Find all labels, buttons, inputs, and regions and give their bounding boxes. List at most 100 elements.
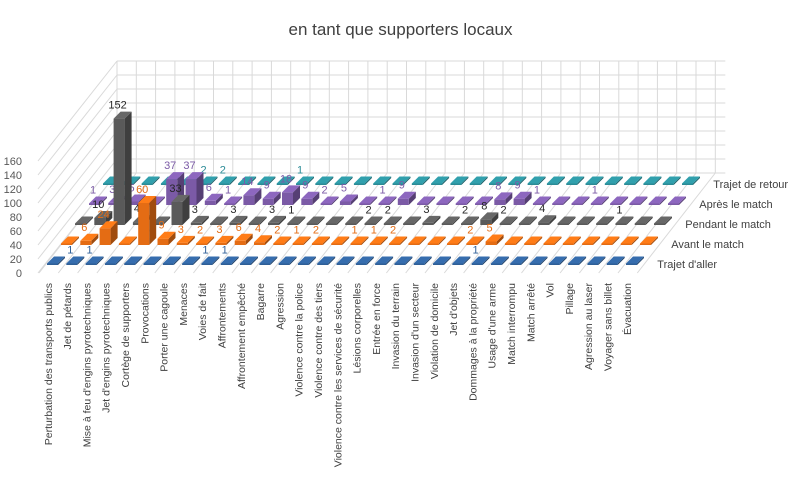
gridline-side (37, 144, 118, 246)
bar-front (336, 263, 348, 265)
bar-top (466, 236, 485, 244)
bar-top (568, 256, 587, 264)
bar-front (278, 263, 290, 265)
bar (215, 235, 234, 245)
bar-front (604, 183, 616, 185)
bar (104, 256, 123, 265)
bar-top (353, 176, 372, 184)
bar (75, 216, 93, 225)
bar-side (303, 236, 311, 245)
category-label: Jet de pétards (62, 283, 74, 350)
bar-front (99, 228, 111, 245)
category-label: Menaces (178, 283, 190, 326)
bar-side (251, 256, 258, 265)
bar-top (403, 216, 422, 224)
bar-front (143, 263, 155, 265)
bar (301, 191, 320, 205)
series-label: Trajet de retour (713, 179, 788, 191)
bar-side (124, 111, 132, 225)
bar-top (590, 196, 609, 204)
bar (485, 234, 504, 245)
bar (513, 191, 532, 205)
bar-side (458, 236, 465, 245)
bar (287, 216, 306, 225)
bar-side (521, 256, 529, 265)
bar-front (557, 223, 569, 225)
data-label: 24 (97, 209, 109, 221)
bar-front (94, 218, 106, 225)
bar-side (331, 196, 339, 205)
bar-top (336, 256, 355, 264)
bar-top (392, 176, 411, 184)
data-label: 4 (255, 223, 261, 235)
bar-top (408, 236, 427, 244)
bar-side (356, 216, 364, 225)
bar-front (124, 263, 136, 265)
data-label: 3 (230, 204, 236, 216)
bar (571, 196, 590, 205)
gridline-floor (636, 172, 716, 274)
data-label: 3 (109, 184, 115, 196)
bar (268, 215, 286, 225)
bar (394, 256, 413, 265)
bar-front (364, 223, 376, 225)
bar-side (96, 256, 104, 265)
bar-front (389, 243, 401, 245)
bar-side (433, 215, 441, 225)
bar-front (562, 243, 574, 245)
bar-top (441, 216, 460, 224)
bar (383, 216, 402, 225)
bar-front (157, 238, 169, 245)
bar (562, 236, 581, 245)
bar-side (154, 256, 162, 265)
bar-front (85, 263, 97, 265)
bar (185, 172, 204, 205)
bar (339, 194, 358, 205)
bar (201, 256, 220, 265)
bar-front (538, 222, 550, 225)
bar-front (682, 183, 693, 185)
bar-front (615, 223, 627, 225)
bar-side (212, 256, 220, 265)
bar-side (149, 196, 157, 245)
bar-side (422, 176, 430, 185)
category-label: Invasion d'un secteur (409, 283, 421, 382)
bar (61, 236, 79, 245)
bar-front (268, 222, 279, 225)
bar (378, 196, 397, 205)
bar (124, 256, 143, 265)
category-label: Lésions corporelles (352, 283, 364, 373)
bar-side (259, 216, 267, 225)
bar-side (403, 176, 411, 185)
bar-side (293, 185, 300, 205)
data-label: 1 (592, 185, 598, 197)
data-label: 1 (297, 165, 303, 177)
bar-top (287, 216, 306, 224)
bar-side (617, 256, 625, 265)
bar-front (353, 183, 365, 185)
bar-front (571, 203, 583, 205)
bar-top (543, 236, 562, 244)
bar-top (640, 236, 658, 244)
bar (224, 196, 243, 205)
bar-side (394, 216, 402, 225)
bar-front (355, 263, 367, 265)
bar-top (606, 256, 625, 264)
bar-top (601, 236, 620, 244)
bar-side (135, 256, 143, 265)
bar-top (124, 256, 143, 264)
data-label: 4 (539, 203, 545, 215)
bar-front (80, 240, 92, 245)
bar-front (403, 223, 415, 225)
bar-side (573, 236, 581, 245)
bar (220, 256, 239, 265)
bar-side (287, 176, 295, 185)
bar-side (486, 196, 493, 205)
bar-top (518, 216, 537, 224)
bar (334, 176, 353, 185)
bar-top (411, 176, 430, 184)
bar-side (201, 215, 209, 225)
bar-front (413, 263, 425, 265)
bar-top (596, 216, 615, 224)
